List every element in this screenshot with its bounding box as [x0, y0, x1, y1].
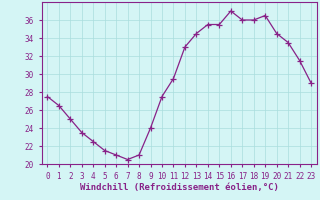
- X-axis label: Windchill (Refroidissement éolien,°C): Windchill (Refroidissement éolien,°C): [80, 183, 279, 192]
